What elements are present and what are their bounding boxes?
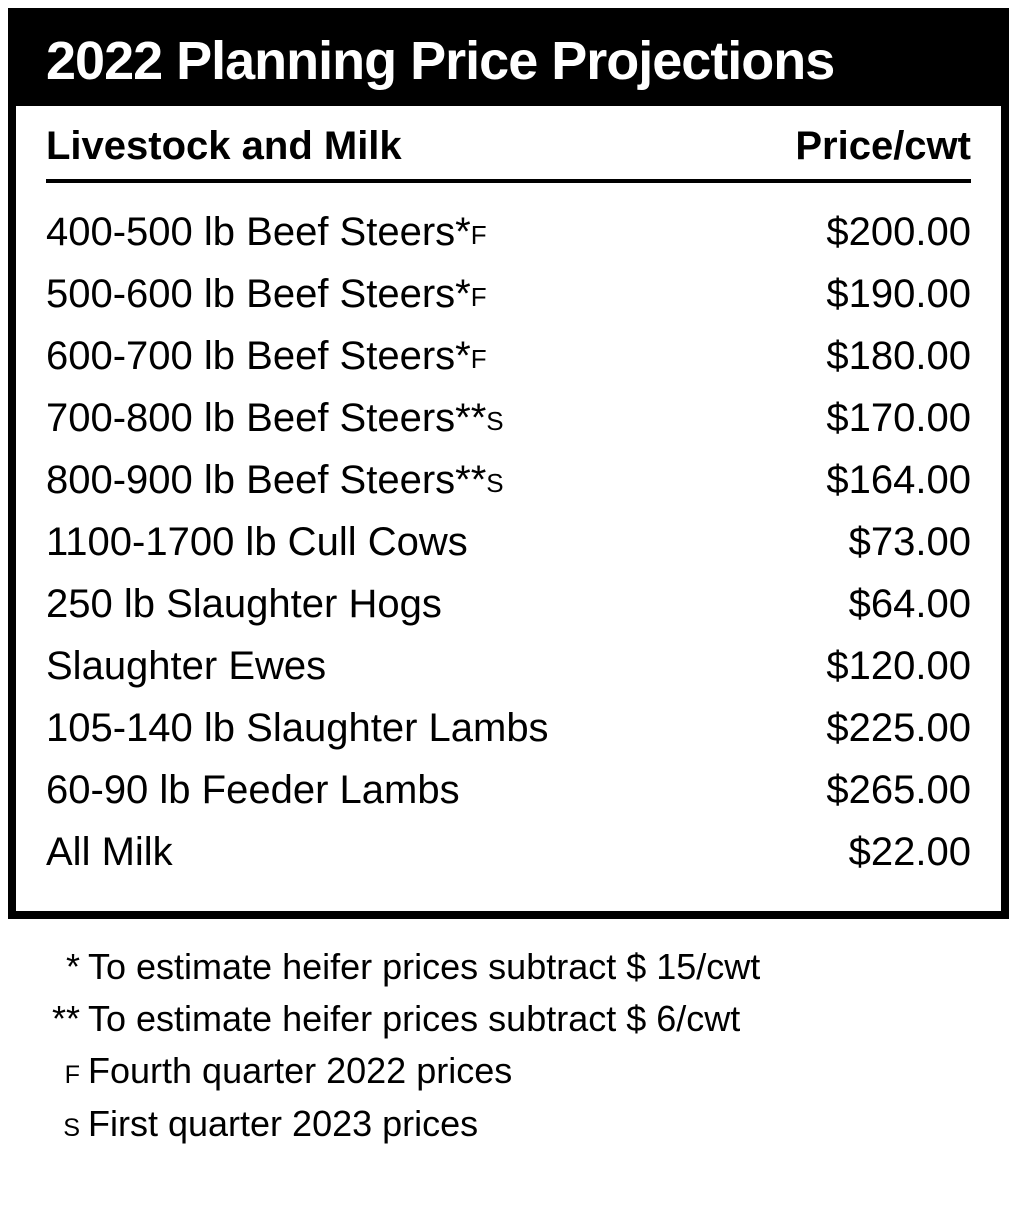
table-row: 1100-1700 lb Cull Cows $73.00 bbox=[46, 511, 971, 573]
row-price: $120.00 bbox=[771, 635, 971, 697]
footnote-text: To estimate heifer prices subtract $ 15/… bbox=[88, 941, 979, 993]
row-price: $200.00 bbox=[771, 201, 971, 263]
row-price: $225.00 bbox=[771, 697, 971, 759]
footnote-text: To estimate heifer prices subtract $ 6/c… bbox=[88, 993, 979, 1045]
row-price: $180.00 bbox=[771, 325, 971, 387]
footnote: * To estimate heifer prices subtract $ 1… bbox=[38, 941, 979, 993]
row-price: $164.00 bbox=[771, 449, 971, 511]
row-item: 800-900 lb Beef Steers**S bbox=[46, 449, 771, 511]
footnote: ** To estimate heifer prices subtract $ … bbox=[38, 993, 979, 1045]
footnote-marker: S bbox=[38, 1110, 88, 1147]
table-header-row: Livestock and Milk Price/cwt bbox=[46, 124, 971, 183]
row-item: 1100-1700 lb Cull Cows bbox=[46, 511, 771, 573]
price-projection-panel: 2022 Planning Price Projections Livestoc… bbox=[8, 8, 1009, 1150]
table-row: 60-90 lb Feeder Lambs $265.00 bbox=[46, 759, 971, 821]
column-header-item: Livestock and Milk bbox=[46, 124, 402, 169]
row-item: 250 lb Slaughter Hogs bbox=[46, 573, 771, 635]
row-price: $73.00 bbox=[771, 511, 971, 573]
row-price: $170.00 bbox=[771, 387, 971, 449]
footnote: F Fourth quarter 2022 prices bbox=[38, 1045, 979, 1097]
row-item: 400-500 lb Beef Steers*F bbox=[46, 201, 771, 263]
row-price: $22.00 bbox=[771, 821, 971, 883]
table-row: 500-600 lb Beef Steers*F $190.00 bbox=[46, 263, 971, 325]
table-row: 105-140 lb Slaughter Lambs $225.00 bbox=[46, 697, 971, 759]
table-row: 250 lb Slaughter Hogs $64.00 bbox=[46, 573, 971, 635]
row-item: 600-700 lb Beef Steers*F bbox=[46, 325, 771, 387]
footnote-text: First quarter 2023 prices bbox=[88, 1098, 979, 1150]
table-row: All Milk $22.00 bbox=[46, 821, 971, 883]
panel-title: 2022 Planning Price Projections bbox=[8, 8, 1009, 106]
footnotes: * To estimate heifer prices subtract $ 1… bbox=[8, 919, 1009, 1150]
table-row: 800-900 lb Beef Steers**S $164.00 bbox=[46, 449, 971, 511]
row-price: $265.00 bbox=[771, 759, 971, 821]
footnote-marker: * bbox=[38, 941, 88, 993]
column-header-price: Price/cwt bbox=[795, 124, 971, 169]
footnote: S First quarter 2023 prices bbox=[38, 1098, 979, 1150]
table-row: 600-700 lb Beef Steers*F $180.00 bbox=[46, 325, 971, 387]
row-item: 105-140 lb Slaughter Lambs bbox=[46, 697, 771, 759]
row-price: $190.00 bbox=[771, 263, 971, 325]
row-item: Slaughter Ewes bbox=[46, 635, 771, 697]
table-body: 400-500 lb Beef Steers*F $200.00 500-600… bbox=[46, 183, 971, 883]
row-item: 60-90 lb Feeder Lambs bbox=[46, 759, 771, 821]
footnote-marker: ** bbox=[38, 993, 88, 1045]
row-item: 700-800 lb Beef Steers**S bbox=[46, 387, 771, 449]
footnote-marker: F bbox=[38, 1057, 88, 1094]
price-table: Livestock and Milk Price/cwt 400-500 lb … bbox=[8, 106, 1009, 919]
table-row: Slaughter Ewes $120.00 bbox=[46, 635, 971, 697]
table-row: 400-500 lb Beef Steers*F $200.00 bbox=[46, 201, 971, 263]
row-price: $64.00 bbox=[771, 573, 971, 635]
row-item: All Milk bbox=[46, 821, 771, 883]
footnote-text: Fourth quarter 2022 prices bbox=[88, 1045, 979, 1097]
table-row: 700-800 lb Beef Steers**S $170.00 bbox=[46, 387, 971, 449]
row-item: 500-600 lb Beef Steers*F bbox=[46, 263, 771, 325]
